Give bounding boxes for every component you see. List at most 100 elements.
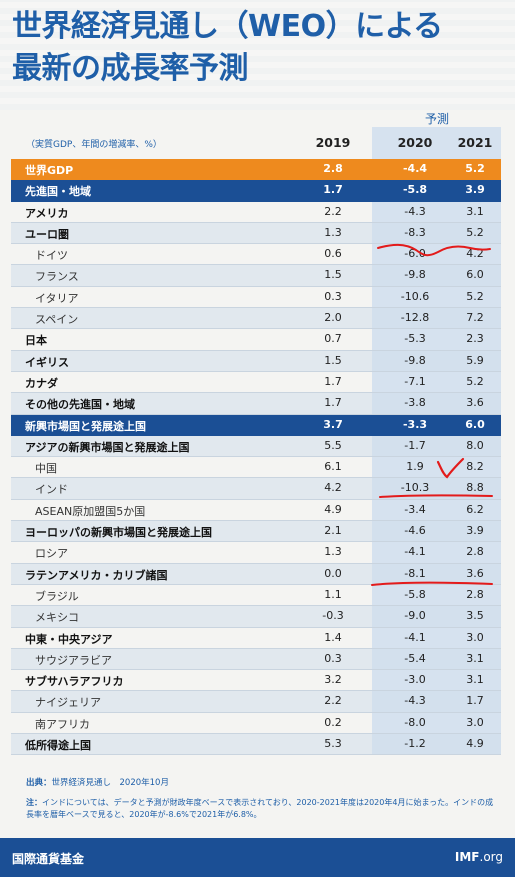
value-2020: -10.3 (385, 481, 445, 494)
footer-bar: 国際通貨基金 IMF.org (0, 838, 515, 877)
row-label: フランス (35, 268, 79, 284)
table-row: 世界GDP 2.8 -4.4 5.2 (11, 159, 501, 180)
row-label: ロシア (35, 545, 68, 561)
value-2021: 5.2 (445, 375, 505, 388)
source-text: 世界経済見通し 2020年10月 (52, 778, 169, 788)
table-row: サウジアラビア 0.3 -5.4 3.1 (11, 649, 501, 670)
value-2020: -4.1 (385, 545, 445, 558)
row-label: 先進国・地域 (25, 183, 91, 199)
row-label: サブサハラアフリカ (25, 673, 124, 689)
row-label: アメリカ (25, 205, 68, 221)
row-label: ドイツ (35, 247, 68, 263)
value-2021: 8.2 (445, 460, 505, 473)
table-row: サブサハラアフリカ 3.2 -3.0 3.1 (11, 670, 501, 691)
table-row: 中国 6.1 1.9 8.2 (11, 457, 501, 478)
row-label: 中東・中央アジア (25, 631, 113, 647)
table-row: ラテンアメリカ・カリブ諸国 0.0 -8.1 3.6 (11, 564, 501, 585)
value-2020: -10.6 (385, 290, 445, 303)
value-2019: 0.6 (303, 247, 363, 260)
value-2021: 3.9 (445, 524, 505, 537)
value-2019: 1.1 (303, 588, 363, 601)
value-2021: 3.1 (445, 673, 505, 686)
row-label: メキシコ (35, 609, 79, 625)
value-2019: 2.8 (303, 162, 363, 175)
value-2020: -4.6 (385, 524, 445, 537)
value-2021: 5.2 (445, 162, 505, 175)
value-2020: -5.8 (385, 588, 445, 601)
value-2021: 4.2 (445, 247, 505, 260)
value-2020: -6.0 (385, 247, 445, 260)
value-2020: -3.4 (385, 503, 445, 516)
value-2019: 1.7 (303, 396, 363, 409)
year-header-2020: 2020 (385, 135, 445, 150)
table-row: カナダ 1.7 -7.1 5.2 (11, 372, 501, 393)
value-2021: 2.3 (445, 332, 505, 345)
value-2021: 3.0 (445, 716, 505, 729)
value-2021: 4.9 (445, 737, 505, 750)
title-line-1: 世界経済見通し（WEO）による (12, 6, 443, 48)
value-2020: -8.0 (385, 716, 445, 729)
value-2021: 2.8 (445, 588, 505, 601)
table-row: 南アフリカ 0.2 -8.0 3.0 (11, 713, 501, 734)
year-header-2019: 2019 (303, 135, 363, 150)
value-2019: 5.3 (303, 737, 363, 750)
table-row: ナイジェリア 2.2 -4.3 1.7 (11, 691, 501, 712)
row-label: ラテンアメリカ・カリブ諸国 (25, 567, 167, 583)
year-header-2021: 2021 (445, 135, 505, 150)
value-2019: 0.7 (303, 332, 363, 345)
value-2020: -9.8 (385, 354, 445, 367)
table-row: ドイツ 0.6 -6.0 4.2 (11, 244, 501, 265)
table-row: その他の先進国・地域 1.7 -3.8 3.6 (11, 393, 501, 414)
note-label: 注： (26, 798, 42, 807)
value-2019: 5.5 (303, 439, 363, 452)
value-2021: 1.7 (445, 694, 505, 707)
value-2020: -7.1 (385, 375, 445, 388)
note: 注：インドについては、データと予測が財政年度ベースで表示されており、2020-2… (26, 797, 496, 821)
value-2019: 1.5 (303, 354, 363, 367)
row-label: ナイジェリア (35, 694, 101, 710)
row-label: インド (35, 481, 68, 497)
title-line-2: 最新の成長率予測 (12, 48, 443, 90)
value-2019: 3.2 (303, 673, 363, 686)
value-2019: -0.3 (303, 609, 363, 622)
table-row: イタリア 0.3 -10.6 5.2 (11, 287, 501, 308)
table-row: ブラジル 1.1 -5.8 2.8 (11, 585, 501, 606)
value-2021: 3.6 (445, 567, 505, 580)
row-label: 低所得途上国 (25, 737, 91, 753)
table-row: 新興市場国と発展途上国 3.7 -3.3 6.0 (11, 415, 501, 436)
row-label: 南アフリカ (35, 716, 90, 732)
value-2021: 3.0 (445, 631, 505, 644)
table-row: アジアの新興市場国と発展途上国 5.5 -1.7 8.0 (11, 436, 501, 457)
table-row: 先進国・地域 1.7 -5.8 3.9 (11, 180, 501, 201)
value-2021: 8.8 (445, 481, 505, 494)
row-label: 中国 (35, 460, 57, 476)
note-text: インドについては、データと予測が財政年度ベースで表示されており、2020-202… (26, 798, 493, 819)
value-2019: 1.3 (303, 226, 363, 239)
value-2021: 5.2 (445, 290, 505, 303)
value-2019: 4.9 (303, 503, 363, 516)
value-2021: 3.6 (445, 396, 505, 409)
value-2020: -1.2 (385, 737, 445, 750)
footer-site-link[interactable]: IMF.org (455, 850, 503, 864)
row-label: ブラジル (35, 588, 79, 604)
row-label: 新興市場国と発展途上国 (25, 418, 146, 434)
row-label: イタリア (35, 290, 79, 306)
row-label: スペイン (35, 311, 78, 327)
value-2019: 1.4 (303, 631, 363, 644)
forecast-label: 予測 (425, 110, 449, 127)
value-2019: 1.7 (303, 375, 363, 388)
value-2021: 6.2 (445, 503, 505, 516)
table-header: （実質GDP、年間の増減率、%） 2019 2020 2021 (11, 131, 501, 159)
value-2021: 5.9 (445, 354, 505, 367)
value-2019: 2.2 (303, 205, 363, 218)
table-row: フランス 1.5 -9.8 6.0 (11, 265, 501, 286)
row-label: ヨーロッパの新興市場国と発展途上国 (25, 524, 212, 540)
table-row: イギリス 1.5 -9.8 5.9 (11, 351, 501, 372)
value-2020: -9.8 (385, 268, 445, 281)
table-row: ユーロ圏 1.3 -8.3 5.2 (11, 223, 501, 244)
value-2021: 6.0 (445, 418, 505, 431)
value-2021: 8.0 (445, 439, 505, 452)
value-2020: -4.3 (385, 694, 445, 707)
row-label: アジアの新興市場国と発展途上国 (25, 439, 190, 455)
